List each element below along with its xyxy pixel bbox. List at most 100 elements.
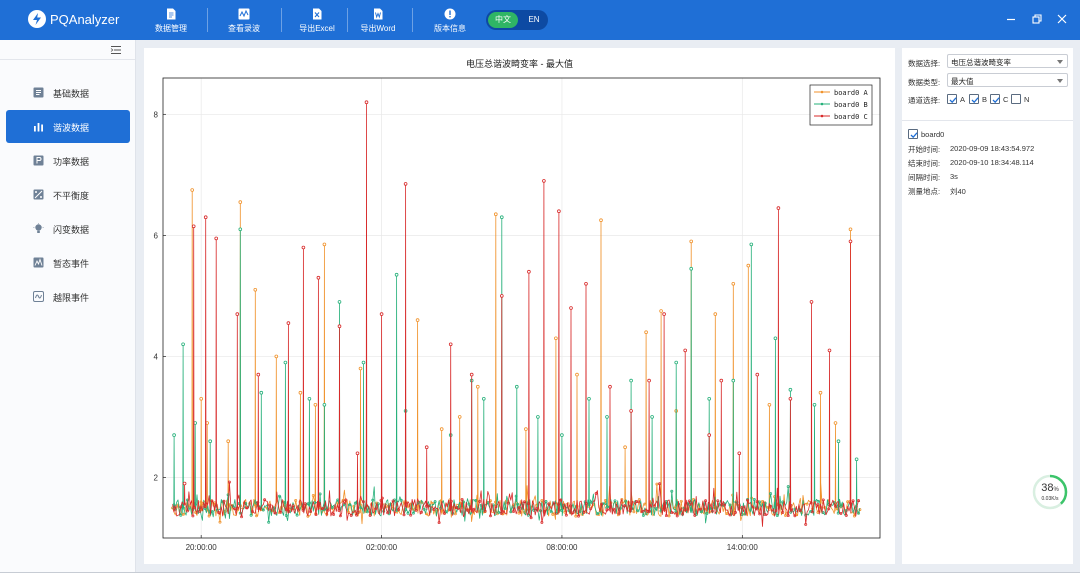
data-point [793,514,797,518]
data-point [380,496,384,500]
channel-a-checkbox[interactable] [947,94,957,104]
restore-icon[interactable] [1030,12,1044,26]
data-point [675,514,679,518]
menu-collapse-icon[interactable] [110,45,122,55]
check-icon [992,97,1000,104]
data-point [560,509,564,512]
sidebar-item-limit-event[interactable]: 越限事件 [6,280,130,313]
sidebar-item-basic-data[interactable]: 基础数据 [6,76,130,109]
view-waveform-button[interactable]: 查看录波 [226,8,262,34]
spike-point [650,415,654,419]
spike-point [644,330,648,335]
data-point [623,504,626,508]
data-point [303,502,307,506]
data-point [569,504,573,508]
device-checkbox[interactable] [908,129,918,139]
sidebar-item-imbalance[interactable]: 不平衡度 [6,178,130,211]
sidebar-item-flicker-data[interactable]: 闪变数据 [6,212,130,245]
data-point [256,500,260,504]
version-info-button[interactable]: 版本信息 [432,8,468,34]
spike-point [214,236,218,241]
close-icon[interactable] [1055,12,1069,26]
spike-point [448,342,453,347]
language-option-en[interactable]: EN [528,15,540,24]
sidebar-item-label: 越限事件 [53,293,90,303]
data-point [218,520,222,524]
spike-point [379,312,384,316]
data-point [805,502,809,506]
data-point [428,504,432,508]
channel-select-label: 通道选择: [908,96,941,105]
data-point [311,494,315,497]
harmonic-chart[interactable]: 2 4 6 8 20:00:00 02:00:00 08:00:00 14:00:00 boa… [144,48,895,564]
data-management-button[interactable]: 数据管理 [153,8,189,34]
data-point [497,510,501,514]
data-point [710,509,714,513]
export-excel-button[interactable]: 导出Excel [296,8,338,34]
legend-marker [820,102,824,106]
data-point [294,499,298,502]
data-point [478,510,482,514]
data-point [233,507,237,511]
location-label: 测量地点: [908,187,941,196]
data-point [295,513,299,517]
data-type-label: 数据类型: [908,78,941,87]
speed-percent-unit: % [1053,487,1059,493]
data-point [214,504,218,508]
chart-grid [163,78,880,538]
data-point [257,506,261,510]
data-point [414,508,418,512]
data-point [474,499,478,502]
waveform-icon [238,8,250,20]
data-point [422,507,426,511]
spike-point [190,188,194,192]
start-time-label: 开始时间: [908,145,941,154]
language-toggle[interactable]: 中文 EN [486,10,548,30]
spike-point [238,200,243,204]
spike-point [623,445,627,450]
data-point [207,514,211,518]
data-point [775,514,779,517]
spike-point [833,421,838,425]
end-time-label: 结束时间: [908,159,941,168]
data-point [613,499,617,503]
sidebar-item-transient-event[interactable]: 暂态事件 [6,246,130,279]
spike-point [499,294,504,298]
data-point [559,498,563,502]
language-option-zh[interactable]: 中文 [488,12,518,28]
sidebar-item-power-data[interactable]: 功率数据 [6,144,130,177]
data-point [535,507,538,510]
data-type-dropdown[interactable]: 最大值 [947,73,1068,87]
data-point [368,513,372,517]
data-point [494,505,498,509]
channel-b-checkbox[interactable] [969,94,979,104]
sidebar-item-label: 闪变数据 [53,225,90,235]
spike-point [203,215,208,220]
panel-divider [902,120,1073,121]
data-point [636,509,640,513]
spike-point [235,312,240,316]
sidebar-item-harmonic-data[interactable]: 谐波数据 [6,110,130,143]
channel-c-checkbox[interactable] [990,94,1000,104]
data-point [469,507,473,511]
minimize-icon[interactable] [1004,12,1018,26]
channel-n-checkbox[interactable] [1011,94,1021,104]
toolbar-label: 版本信息 [434,24,466,33]
spike-point [475,384,480,389]
export-word-button[interactable]: 导出Word [357,8,399,34]
chart-legend[interactable]: board0 A board0 B board0 C [809,84,873,126]
data-point [227,480,231,484]
data-point [584,502,588,506]
data-select-dropdown[interactable]: 电压总谐波畸变率 [947,54,1068,68]
data-point [632,510,636,514]
data-point [755,500,759,504]
data-point [728,503,732,507]
data-point [789,503,793,507]
data-point [203,505,207,509]
data-point [426,504,430,508]
data-point [192,505,196,509]
spike-point [424,445,429,450]
data-point [809,501,813,505]
data-point [577,514,580,518]
chevron-down-icon [1057,79,1063,83]
